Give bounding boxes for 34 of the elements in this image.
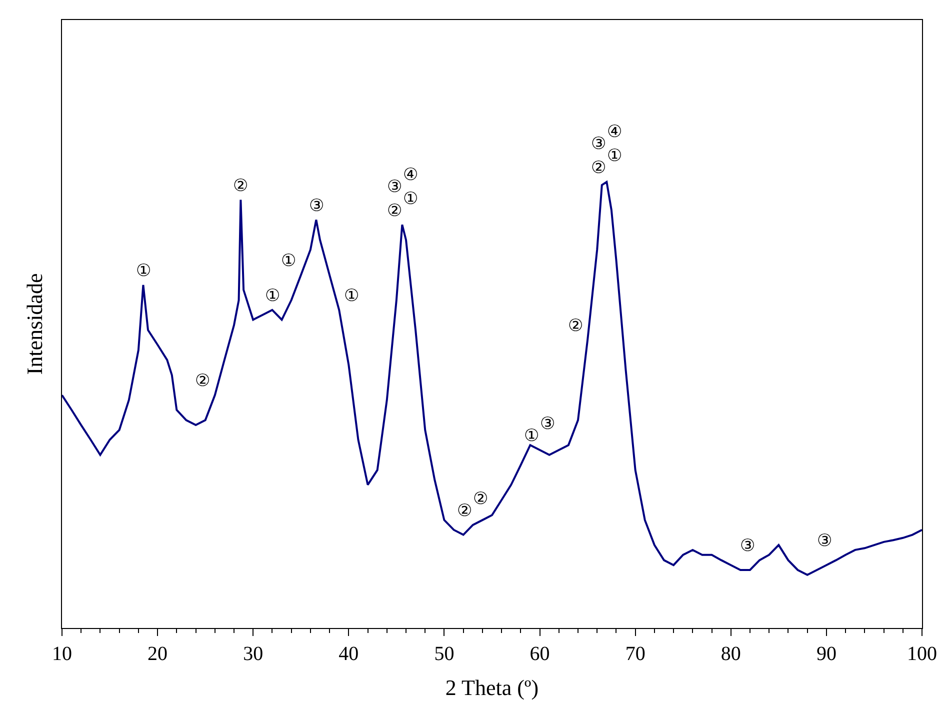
- annotation: ④: [607, 122, 622, 142]
- annotation: ③: [591, 134, 606, 154]
- x-tick-label: 10: [52, 643, 72, 665]
- annotation: ④: [403, 165, 418, 185]
- x-tick-label: 80: [720, 643, 741, 665]
- annotation: ②: [387, 201, 402, 221]
- x-axis-title: 2 Theta (º): [445, 674, 539, 700]
- x-tick-label: 100: [907, 643, 937, 665]
- annotation: ①: [403, 189, 418, 209]
- x-tick-label: 90: [816, 643, 836, 665]
- annotation: ③: [387, 177, 402, 197]
- annotation: ①: [607, 146, 622, 166]
- annotation: ①: [524, 426, 540, 446]
- annotation: ②: [457, 501, 472, 521]
- annotation: ②: [195, 371, 210, 391]
- annotation: ①: [136, 261, 152, 281]
- annotation: ①: [344, 286, 360, 306]
- annotation: ①: [281, 251, 296, 271]
- y-axis-title: Intensidade: [22, 273, 47, 375]
- annotation: ③: [540, 414, 556, 434]
- annotation: ②: [591, 158, 606, 178]
- annotation: ②: [473, 489, 488, 509]
- annotation: ②: [568, 316, 584, 336]
- x-tick-label: 40: [338, 643, 359, 665]
- x-tick-label: 60: [530, 643, 550, 665]
- x-tick-label: 70: [625, 643, 646, 665]
- x-tick-label: 30: [243, 643, 264, 665]
- x-tick-label: 20: [148, 643, 168, 665]
- annotation: ①: [265, 286, 280, 306]
- annotation: ③: [817, 531, 832, 551]
- annotation: ③: [309, 196, 324, 216]
- annotation: ②: [233, 176, 248, 196]
- x-tick-label: 50: [434, 643, 454, 665]
- annotation: ③: [740, 536, 756, 556]
